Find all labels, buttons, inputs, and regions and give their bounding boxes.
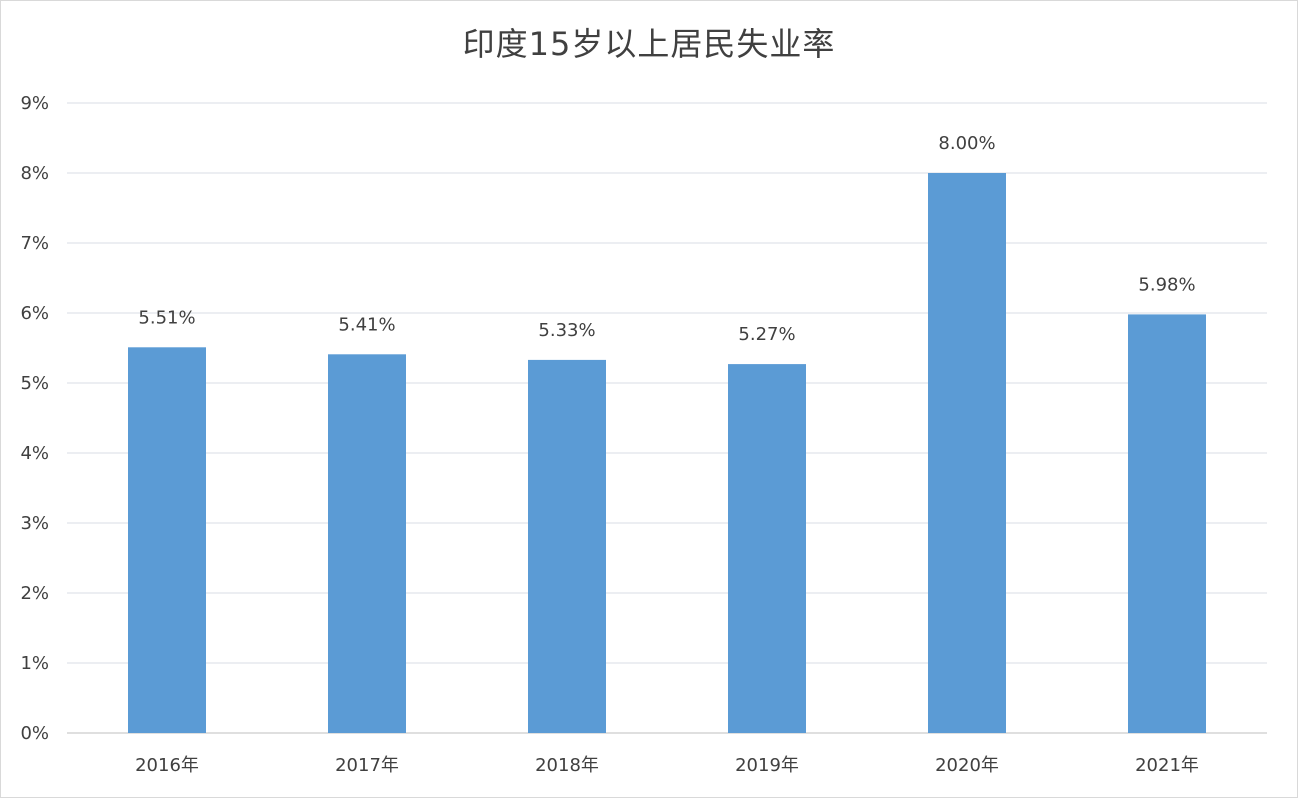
y-tick-label: 3%: [20, 513, 49, 534]
x-tick-label: 2017年: [335, 755, 399, 776]
y-tick-label: 1%: [20, 653, 49, 674]
y-tick-label: 5%: [20, 373, 49, 394]
data-label: 5.51%: [138, 307, 195, 328]
data-labels: 5.51% 5.41% 5.33% 5.27% 8.00% 5.98%: [138, 133, 1195, 345]
y-axis-ticks: 0% 1% 2% 3% 4% 5% 6% 7% 8% 9%: [20, 93, 49, 744]
bar: [128, 347, 206, 733]
bar: [928, 173, 1006, 733]
data-label: 5.98%: [1138, 274, 1195, 295]
x-tick-label: 2016年: [135, 755, 199, 776]
x-tick-label: 2020年: [935, 755, 999, 776]
data-label: 5.41%: [338, 314, 395, 335]
data-label: 5.33%: [538, 320, 595, 341]
gridlines: [67, 102, 1267, 734]
y-tick-label: 0%: [20, 723, 49, 744]
y-tick-label: 2%: [20, 583, 49, 604]
x-tick-label: 2019年: [735, 755, 799, 776]
y-tick-label: 9%: [20, 93, 49, 114]
bars: [128, 173, 1206, 733]
bar: [528, 359, 606, 733]
x-axis-ticks: 2016年 2017年 2018年 2019年 2020年 2021年: [135, 755, 1199, 776]
x-tick-label: 2021年: [1135, 755, 1199, 776]
bar: [728, 364, 806, 733]
y-tick-label: 6%: [20, 303, 49, 324]
x-tick-label: 2018年: [535, 755, 599, 776]
chart-title: 印度15岁以上居民失业率: [462, 25, 836, 63]
y-tick-label: 4%: [20, 443, 49, 464]
bar: [328, 354, 406, 733]
y-tick-label: 8%: [20, 163, 49, 184]
bar: [1128, 314, 1206, 733]
data-label: 8.00%: [938, 133, 995, 154]
data-label: 5.27%: [738, 324, 795, 345]
y-tick-label: 7%: [20, 233, 49, 254]
